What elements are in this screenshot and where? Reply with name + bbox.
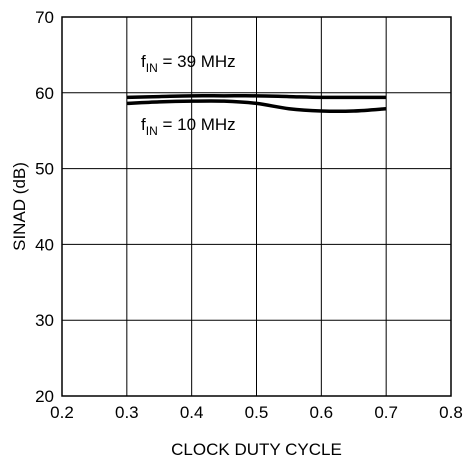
- y-tick-label: 70: [35, 8, 54, 27]
- x-tick-label: 0.4: [180, 403, 204, 422]
- series-lines: [126, 94, 387, 114]
- y-tick-label: 50: [35, 160, 54, 179]
- x-tick-label: 0.8: [439, 403, 463, 422]
- x-tick-label: 0.2: [50, 403, 74, 422]
- y-tick-label: 60: [35, 84, 54, 103]
- annotation-fin-10mhz: fIN = 10 MHz: [141, 115, 236, 138]
- series-line-fin-39mhz: [126, 94, 387, 100]
- x-tick-label: 0.5: [245, 403, 269, 422]
- series-line-fin-10mhz: [126, 99, 387, 114]
- x-axis-label: CLOCK DUTY CYCLE: [171, 440, 342, 459]
- annotation-fin-39mhz: fIN = 39 MHz: [141, 52, 236, 75]
- y-tick-label: 20: [35, 387, 54, 406]
- y-tick-label: 30: [35, 311, 54, 330]
- y-axis-label: SINAD (dB): [10, 162, 29, 251]
- grid-lines: [62, 17, 451, 396]
- x-tick-label: 0.6: [310, 403, 334, 422]
- x-tick-labels: 0.2 0.3 0.4 0.5 0.6 0.7 0.8: [50, 403, 463, 422]
- y-tick-label: 40: [35, 235, 54, 254]
- x-tick-label: 0.3: [115, 403, 139, 422]
- plot-frame: [61, 16, 452, 397]
- x-tick-label: 0.7: [374, 403, 398, 422]
- y-tick-labels: 20 30 40 50 60 70: [35, 8, 54, 406]
